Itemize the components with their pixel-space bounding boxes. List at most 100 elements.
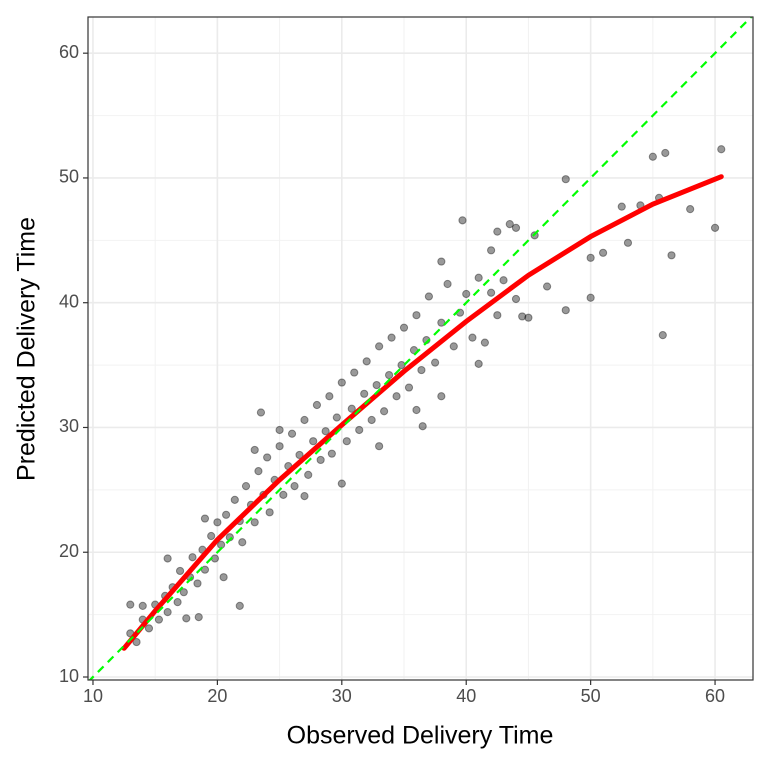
- point: [238, 538, 247, 547]
- y-tick-label: 30: [59, 416, 79, 436]
- y-tick-label: 20: [59, 541, 79, 561]
- x-tick-label: 20: [207, 686, 227, 706]
- point: [275, 442, 284, 451]
- point: [375, 342, 384, 351]
- point: [561, 175, 570, 184]
- y-tick-label: 50: [59, 167, 79, 187]
- point: [462, 289, 471, 299]
- point: [561, 306, 570, 315]
- point: [458, 216, 467, 225]
- point: [200, 514, 210, 523]
- point: [542, 282, 552, 291]
- point: [417, 365, 426, 375]
- point: [300, 415, 309, 425]
- point: [194, 613, 203, 622]
- point: [342, 437, 351, 446]
- point: [511, 223, 521, 232]
- point: [325, 392, 334, 401]
- point: [279, 490, 288, 499]
- point: [154, 615, 164, 624]
- point: [263, 453, 272, 462]
- y-tick-label: 60: [59, 42, 79, 62]
- point: [250, 445, 259, 455]
- point: [667, 251, 676, 260]
- point: [179, 588, 188, 597]
- point: [295, 450, 304, 460]
- point: [623, 238, 633, 247]
- point: [265, 508, 274, 517]
- point: [449, 342, 458, 351]
- y-tick-label: 40: [59, 291, 79, 311]
- point: [474, 359, 483, 368]
- point: [717, 145, 726, 154]
- x-tick-label: 10: [83, 686, 103, 706]
- y-axis-title: Predicted Delivery Time: [13, 217, 41, 481]
- point: [499, 276, 508, 285]
- point: [207, 531, 216, 541]
- point: [598, 248, 608, 257]
- point: [350, 368, 359, 377]
- point: [375, 442, 384, 451]
- point: [188, 553, 197, 562]
- point: [200, 565, 210, 574]
- point: [182, 614, 191, 623]
- point: [380, 407, 389, 416]
- point: [443, 279, 452, 289]
- point: [138, 601, 147, 610]
- point: [309, 437, 318, 446]
- point: [487, 246, 496, 255]
- point: [424, 292, 433, 301]
- point: [397, 360, 406, 370]
- point: [437, 392, 446, 401]
- point: [254, 467, 263, 476]
- point: [219, 573, 228, 582]
- point: [412, 311, 421, 320]
- point: [300, 491, 309, 501]
- point: [648, 152, 657, 161]
- point: [367, 415, 376, 425]
- point: [126, 600, 135, 609]
- point: [387, 333, 396, 342]
- y-tick-label: 10: [59, 666, 79, 686]
- point: [487, 288, 496, 297]
- point: [175, 566, 185, 576]
- point: [586, 293, 595, 302]
- point: [213, 518, 222, 527]
- point: [355, 425, 364, 435]
- point: [337, 479, 346, 488]
- point: [327, 449, 336, 458]
- point: [304, 470, 313, 479]
- point: [316, 455, 325, 465]
- point: [287, 429, 297, 438]
- point: [256, 408, 266, 417]
- point: [250, 518, 259, 527]
- point: [275, 425, 284, 435]
- point: [321, 427, 330, 436]
- x-axis-title: Observed Delivery Time: [287, 722, 554, 750]
- reference-line: [88, 17, 753, 680]
- point: [332, 413, 341, 422]
- point: [431, 358, 440, 367]
- plot-area: [88, 17, 753, 680]
- panel-border: [87, 16, 754, 681]
- point: [222, 510, 231, 519]
- point: [511, 294, 521, 304]
- point: [404, 383, 414, 392]
- point: [230, 495, 239, 504]
- point: [392, 392, 401, 401]
- point: [290, 482, 299, 491]
- point: [173, 598, 182, 607]
- point: [384, 370, 394, 380]
- point: [372, 380, 381, 390]
- point: [493, 227, 502, 236]
- point: [617, 202, 626, 211]
- point: [658, 331, 667, 340]
- point: [710, 223, 720, 232]
- point: [132, 637, 141, 647]
- point: [360, 389, 369, 398]
- point: [505, 220, 514, 229]
- point: [337, 378, 346, 387]
- point: [347, 404, 356, 413]
